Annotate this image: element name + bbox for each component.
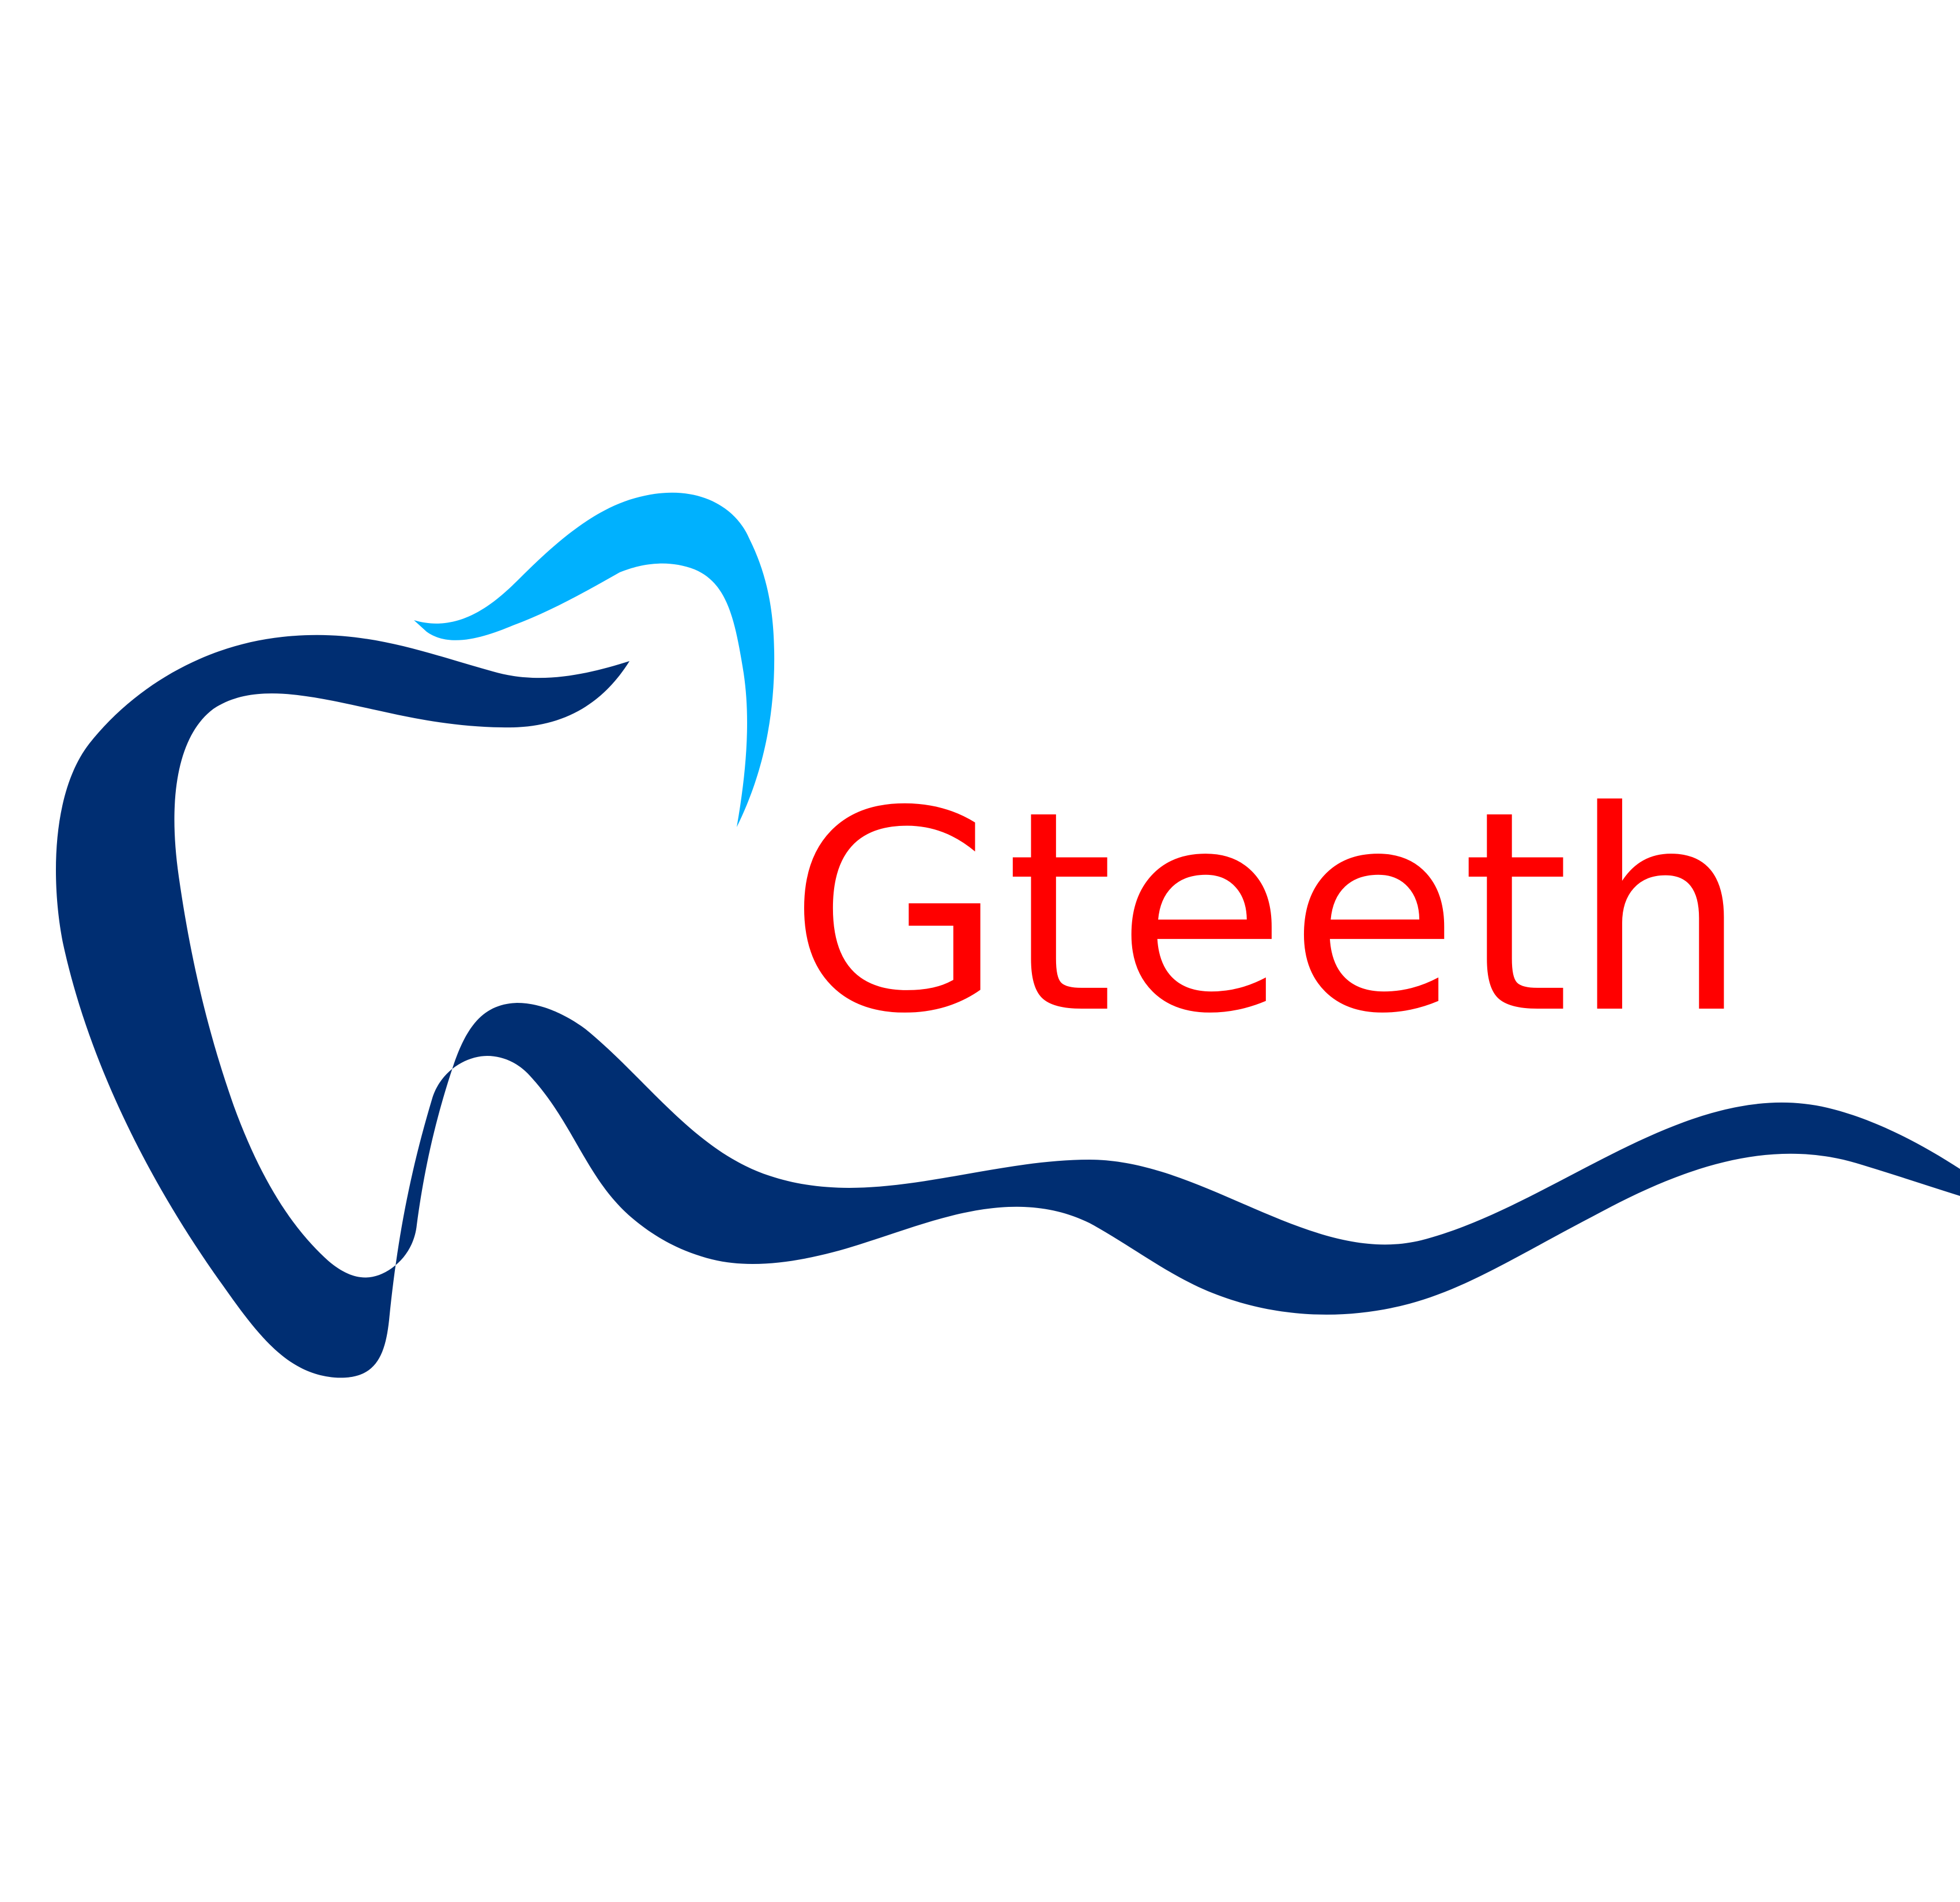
tooth-outline-shape — [56, 635, 1960, 1378]
tooth-highlight-shape — [414, 492, 775, 827]
brand-wordmark: Gteeth — [789, 752, 1750, 1074]
